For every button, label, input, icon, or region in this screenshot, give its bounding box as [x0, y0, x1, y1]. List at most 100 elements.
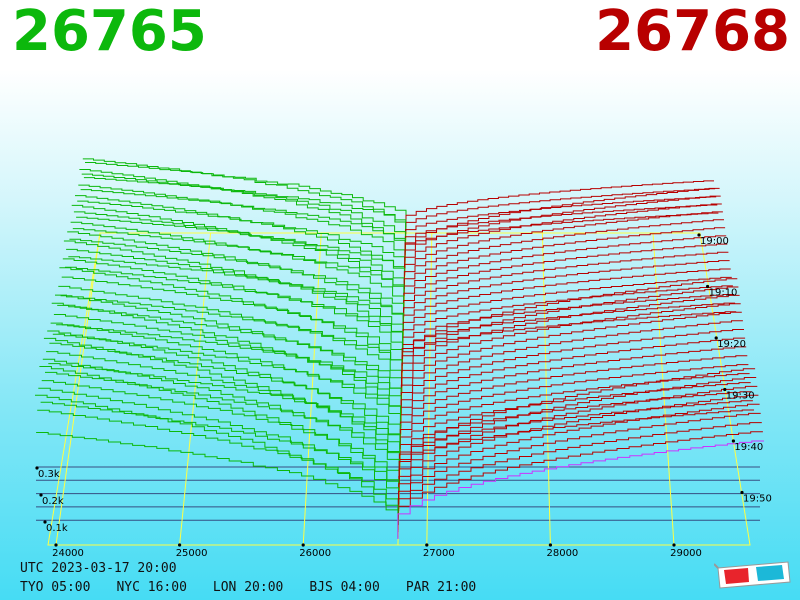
- volume-tick-label: 0.2k: [42, 496, 64, 507]
- time-tick-label: 19:40: [734, 442, 763, 453]
- 3d-glasses-icon[interactable]: [714, 556, 794, 592]
- bid-depth-line: [49, 342, 401, 447]
- ask-depth-line: [402, 294, 734, 352]
- ask-depth-line: [399, 364, 749, 442]
- ask-depth-line: [399, 400, 753, 470]
- bid-depth-line: [35, 394, 399, 538]
- x-tick-dot: [54, 543, 58, 547]
- bid-depth-line: [71, 204, 405, 310]
- ask-depth-line: [405, 196, 717, 241]
- ask-depth-line: [398, 368, 756, 484]
- bid-depth-line: [45, 371, 400, 476]
- bid-depth-line: [69, 238, 404, 323]
- time-tick-label: 19:20: [717, 339, 746, 350]
- world-clocks: TYO 05:00 NYC 16:00 LON 20:00 BJS 04:00 PAR …: [20, 580, 502, 595]
- bid-depth-line: [72, 228, 405, 302]
- ask-depth-line: [397, 440, 764, 539]
- ask-depth-line: [399, 409, 754, 477]
- ask-depth-line: [401, 286, 739, 380]
- lon-time: LON 20:00: [212, 580, 284, 595]
- ask-depth-line: [401, 278, 738, 373]
- ask-depth-line: [403, 227, 726, 297]
- bid-depth-line: [73, 211, 405, 294]
- ask-depth-line: [399, 373, 750, 449]
- ask-depth-line: [405, 188, 716, 234]
- ask-depth-line: [401, 311, 742, 401]
- bid-depth-line: [43, 337, 400, 484]
- ask-depth-line: [404, 212, 719, 255]
- time-tick-dot: [714, 336, 718, 340]
- price-gridline: [179, 232, 212, 546]
- time-tick-label: 19:30: [726, 391, 755, 402]
- volume-tick-label: 0.1k: [46, 523, 68, 534]
- axis-labels: 24000 25000 26000 27000 28000 29000 0.1k 0.2k 0.…: [35, 233, 772, 559]
- bid-depth-line: [67, 231, 404, 336]
- tyo-time: TYO 05:00: [20, 580, 91, 595]
- price-gridline: [541, 232, 551, 546]
- ask-depth-line: [400, 355, 748, 435]
- ask-depth-line: [397, 431, 763, 533]
- ask-depth-line: [401, 303, 741, 394]
- bid-depth-line: [80, 189, 406, 253]
- x-tick-dot: [672, 543, 676, 547]
- time-tick-dot: [723, 387, 727, 392]
- bid-depth-line: [55, 294, 402, 414]
- ask-depth-line: [403, 235, 727, 304]
- volume-tick-dot: [39, 493, 43, 497]
- x-tick-dot: [178, 543, 182, 547]
- x-tick-dot: [548, 543, 553, 547]
- bid-depth-line: [51, 302, 402, 435]
- x-tick-label: 27000: [423, 548, 455, 559]
- price-gridline: [426, 232, 433, 546]
- bid-depth-line: [58, 285, 403, 393]
- bid-depth-line: [42, 358, 400, 489]
- depth-curves: [35, 158, 764, 539]
- bid-depth-line: [36, 432, 399, 530]
- time-tick-dot: [706, 284, 710, 289]
- par-time: PAR 21:00: [405, 580, 477, 595]
- x-tick-label: 25000: [176, 548, 208, 559]
- ask-depth-line: [398, 385, 758, 498]
- ask-depth-line: [403, 251, 729, 318]
- ask-depth-line: [403, 219, 724, 290]
- ask-depth-line: [404, 211, 723, 283]
- time-tick-label: 19:10: [709, 288, 738, 299]
- ask-depth-line: [398, 403, 760, 512]
- bid-depth-line: [53, 314, 402, 419]
- ask-depth-line: [404, 204, 718, 248]
- bid-depth-line: [41, 380, 400, 497]
- bid-depth-line: [59, 267, 403, 385]
- bid-depth-line: [60, 295, 403, 377]
- ask-depth-line: [400, 320, 743, 408]
- bid-depth-line: [38, 387, 399, 517]
- ask-depth-line: [403, 243, 728, 311]
- ask-depth-line: [402, 285, 733, 345]
- x-tick-label: 24000: [52, 548, 84, 559]
- bid-depth-line: [63, 240, 404, 356]
- ask-depth-line: [402, 268, 731, 331]
- bid-depth-line: [62, 258, 403, 364]
- bid-depth-line: [48, 363, 401, 455]
- bid-depth-line: [78, 184, 406, 269]
- x-tick-dot: [301, 543, 305, 547]
- bjs-time: BJS 04:00: [309, 580, 380, 595]
- bid-depth-line: [50, 322, 401, 439]
- volume-tick-label: 0.3k: [38, 469, 60, 480]
- nyc-time: NYC 16:00: [116, 580, 187, 595]
- ask-price: 26768: [595, 0, 790, 64]
- bid-depth-line: [82, 158, 407, 240]
- ask-depth-line: [404, 195, 721, 269]
- bid-depth-line: [39, 366, 400, 509]
- ask-depth-line: [404, 187, 720, 262]
- price-gridline: [55, 232, 101, 546]
- time-tick-label: 19:00: [700, 236, 729, 247]
- ask-depth-line: [398, 377, 757, 491]
- ask-depth-line: [405, 180, 714, 227]
- ask-depth-line: [397, 422, 762, 526]
- ask-depth-line: [398, 394, 759, 505]
- ask-depth-line: [400, 337, 746, 422]
- bid-depth-line: [56, 324, 402, 406]
- time-tick-label: 19:50: [743, 494, 772, 505]
- bid-depth-line: [70, 221, 405, 315]
